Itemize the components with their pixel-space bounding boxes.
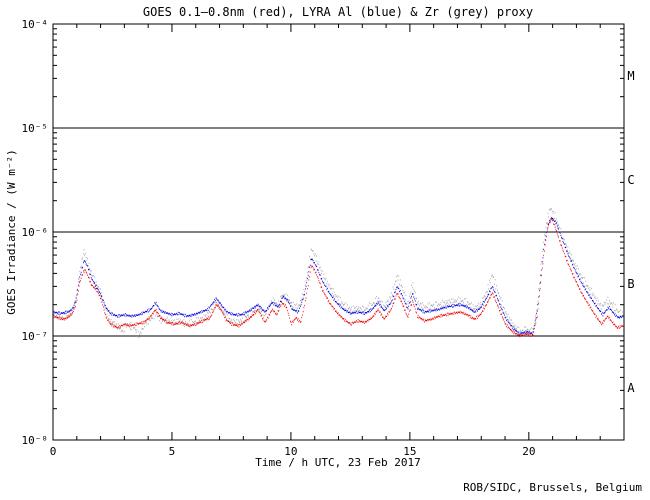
axis-tick-labels: 0 5 10 15 20 10⁻⁴ 10⁻⁵ 10⁻⁶ 10⁻⁷ 10⁻⁸ [22,18,536,458]
flare-class-labels: M C B A [627,69,635,395]
y-tick-label: 10⁻⁸ [22,434,49,447]
y-tick-label: 10⁻⁵ [22,122,49,135]
x-tick-label: 0 [50,445,57,458]
axis-ticks [52,23,625,441]
flare-class-label: B [627,277,634,291]
y-axis-label: GOES Irradiance / (W m⁻²) [5,149,18,315]
data-series [53,208,624,339]
x-tick-label: 20 [522,445,535,458]
y-tick-label: 10⁻⁴ [22,18,49,31]
y-tick-label: 10⁻⁶ [22,226,49,239]
credit-text: ROB/SIDC, Brussels, Belgium [463,481,642,494]
chart-title: GOES 0.1–0.8nm (red), LYRA Al (blue) & Z… [143,5,533,19]
x-axis-label: Time / h UTC, 23 Feb 2017 [255,456,421,469]
x-tick-label: 10 [284,445,297,458]
series-al-blue [53,217,624,336]
x-tick-label: 5 [169,445,176,458]
series-goes-red [53,218,624,338]
x-tick-label: 15 [403,445,416,458]
series-zr-grey [53,208,624,339]
y-tick-label: 10⁻⁷ [22,330,49,343]
flare-class-label: C [627,173,634,187]
flare-class-label: M [627,69,634,83]
flare-class-label: A [627,381,635,395]
flare-class-boundary-lines [53,127,624,337]
